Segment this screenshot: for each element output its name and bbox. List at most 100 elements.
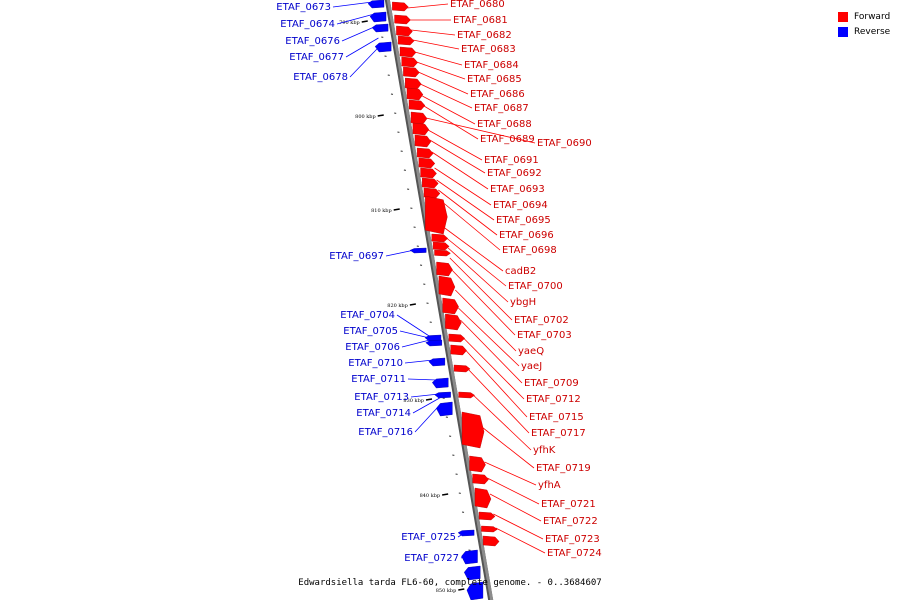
reverse-leader-line (396, 314, 430, 337)
forward-gene-label: yfhA (538, 480, 561, 491)
tick-label: 830 kbp (403, 398, 424, 404)
forward-gene-feature (412, 122, 430, 136)
tick-label: 800 kbp (355, 114, 376, 120)
major-tick (425, 398, 433, 401)
forward-gene-feature (397, 35, 415, 46)
forward-leader-line (436, 179, 495, 221)
reverse-gene-feature (431, 377, 449, 389)
forward-gene-feature (448, 333, 466, 343)
forward-gene-label: ETAF_0724 (547, 548, 602, 559)
major-tick (458, 588, 465, 591)
forward-gene-feature (461, 411, 485, 449)
tick-label: 810 kbp (371, 208, 392, 214)
reverse-leader-line (412, 397, 440, 414)
forward-leader-line (438, 189, 498, 236)
forward-leader-line (458, 307, 520, 367)
forward-gene-feature (401, 56, 418, 68)
forward-leader-line (446, 237, 507, 287)
reverse-leader-line (404, 359, 434, 364)
legend-item-reverse: Reverse (838, 24, 890, 39)
forward-leader-line (472, 394, 532, 451)
forward-leader-line (423, 105, 479, 140)
reverse-gene-label: ETAF_0711 (351, 374, 406, 385)
reverse-leader-line (414, 403, 441, 433)
reverse-leader-line (336, 13, 375, 25)
reverse-gene-feature (436, 401, 453, 417)
legend-label-forward: Forward (854, 11, 891, 22)
forward-leader-line (495, 527, 546, 554)
reverse-gene-label: ETAF_0676 (285, 36, 340, 47)
forward-leader-line (463, 337, 525, 400)
forward-gene-label: ETAF_0692 (487, 168, 542, 179)
forward-gene-feature (453, 364, 471, 373)
reverse-leader-line (345, 37, 379, 58)
forward-gene-feature (431, 233, 449, 243)
forward-gene-label: ETAF_0709 (524, 378, 579, 389)
forward-gene-feature (469, 455, 486, 473)
reverse-gene-feature (461, 549, 478, 565)
reverse-gene-label: ETAF_0714 (356, 408, 411, 419)
reverse-gene-label: ETAF_0713 (354, 392, 409, 403)
forward-gene-label: ETAF_0712 (526, 394, 581, 405)
forward-gene-label: ETAF_0703 (517, 330, 572, 341)
forward-swatch (838, 11, 848, 22)
forward-gene-feature (436, 261, 453, 277)
forward-gene-feature (434, 249, 451, 257)
forward-leader-line (447, 247, 509, 303)
reverse-gene-label: ETAF_0674 (280, 19, 335, 30)
forward-gene-feature (410, 111, 428, 125)
reverse-gene-label: ETAF_0706 (345, 342, 400, 353)
forward-gene-label: ETAF_0694 (493, 200, 548, 211)
forward-gene-feature (418, 157, 436, 169)
forward-leader-line (444, 227, 504, 272)
forward-gene-label: ETAF_0721 (541, 499, 596, 510)
forward-gene-label: ETAF_0702 (514, 315, 569, 326)
tick-label: 840 kbp (420, 493, 441, 499)
forward-gene-label: ETAF_0722 (543, 516, 598, 527)
forward-gene-label: ETAF_0690 (537, 138, 592, 149)
forward-gene-label: ETAF_0680 (450, 0, 505, 10)
forward-gene-feature (442, 297, 459, 315)
legend-label-reverse: Reverse (854, 26, 891, 37)
major-tick (442, 493, 449, 496)
reverse-gene-label: ETAF_0716 (358, 427, 413, 438)
forward-leader-line (489, 493, 542, 522)
forward-gene-label: ETAF_0698 (502, 245, 557, 256)
forward-leader-line (429, 139, 486, 174)
forward-leader-line (418, 71, 469, 95)
forward-gene-feature (450, 344, 467, 356)
forward-leader-line (412, 39, 460, 50)
reverse-gene-feature (466, 581, 484, 600)
reverse-gene-label: ETAF_0677 (289, 52, 344, 63)
reverse-gene-label: ETAF_0704 (340, 310, 395, 321)
forward-leader-line (468, 369, 530, 434)
forward-gene-label: ETAF_0685 (467, 74, 522, 85)
backbone-line (386, 0, 494, 600)
reverse-leader-line (460, 555, 467, 559)
forward-gene-feature (422, 177, 439, 189)
tick-label: 790 kbp (339, 20, 360, 26)
reverse-leader-line (401, 339, 430, 348)
forward-gene-label: ETAF_0719 (536, 463, 591, 474)
forward-gene-label: ETAF_0681 (453, 15, 508, 26)
forward-gene-label: ETAF_0691 (484, 155, 539, 166)
forward-gene-feature (394, 14, 411, 25)
reverse-gene-label: ETAF_0673 (276, 2, 331, 13)
forward-leader-line (493, 513, 544, 540)
forward-leader-line (460, 319, 523, 384)
major-tick (409, 303, 416, 306)
reverse-leader-line (407, 378, 437, 381)
tick-label: 850 kbp (436, 588, 457, 594)
forward-leader-line (411, 29, 456, 36)
reverse-gene-label: ETAF_0678 (293, 72, 348, 83)
forward-gene-feature (414, 134, 432, 148)
reverse-gene-feature (425, 339, 442, 347)
forward-gene-label: ybgH (510, 297, 536, 308)
forward-gene-feature (474, 487, 492, 509)
reverse-leader-line (457, 533, 463, 538)
reverse-gene-label: ETAF_0725 (401, 532, 456, 543)
forward-gene-feature (420, 167, 437, 179)
forward-gene-feature (458, 391, 475, 399)
reverse-gene-feature (463, 565, 481, 581)
